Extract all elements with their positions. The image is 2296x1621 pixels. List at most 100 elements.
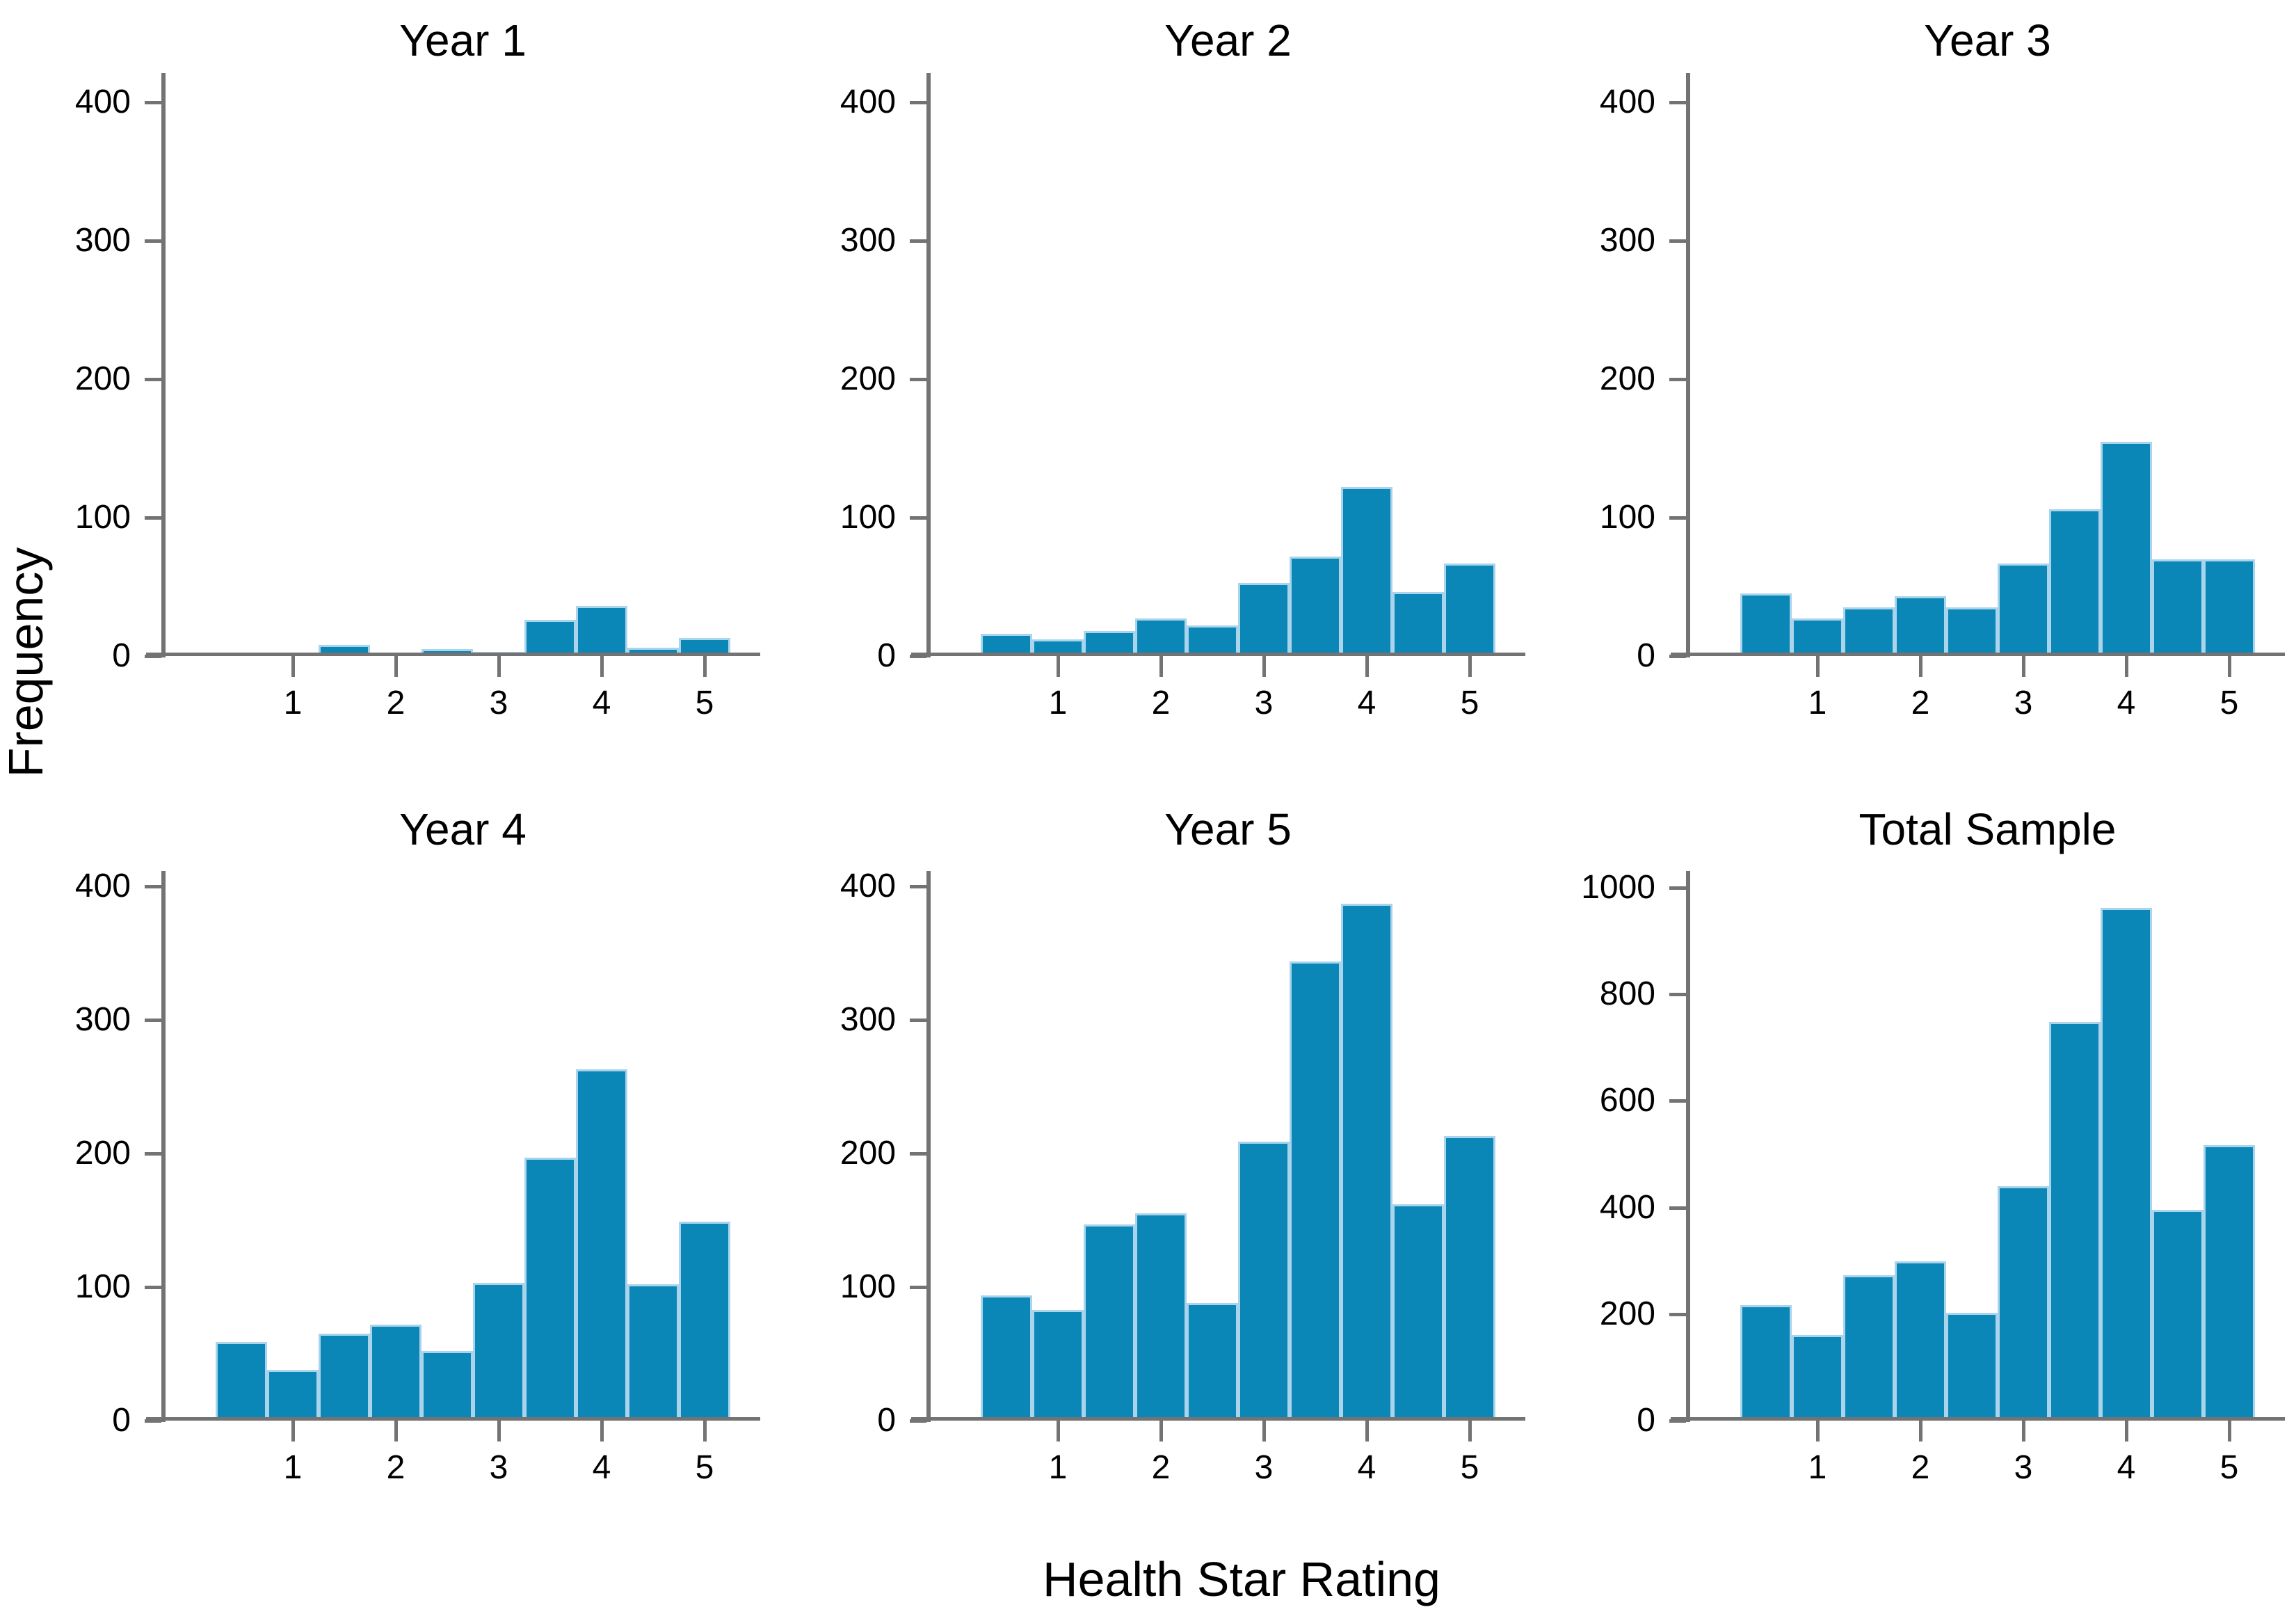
x-axis-line: [911, 1417, 1525, 1421]
histogram-bar: [1341, 487, 1392, 656]
x-tick-label: 3: [2014, 685, 2033, 721]
x-tick-label: 5: [2219, 1449, 2239, 1486]
histogram-bar: [1238, 583, 1290, 656]
y-tick: [145, 655, 161, 658]
x-tick-label: 4: [2117, 685, 2136, 721]
y-axis-label: Frequency: [0, 547, 53, 778]
y-tick: [910, 239, 926, 243]
histogram-bar: [216, 1342, 267, 1421]
histogram-bar: [1946, 607, 1998, 656]
histogram-bar: [1032, 1310, 1084, 1421]
histogram-bar: [1135, 618, 1187, 656]
subplot-title: Total Sample: [1859, 804, 2117, 854]
x-tick-label: 3: [2014, 1449, 2033, 1486]
y-axis-line: [1686, 871, 1690, 1422]
x-tick-label: 2: [1151, 685, 1171, 721]
y-tick: [145, 101, 161, 104]
histogram-bar: [1084, 631, 1135, 656]
y-tick: [145, 885, 161, 888]
histogram-bar: [1444, 564, 1495, 656]
y-tick-label: 200: [840, 1135, 896, 1172]
subplot-title: Year 5: [1164, 804, 1292, 854]
histogram-bar: [627, 1284, 679, 1421]
x-tick: [497, 656, 501, 677]
x-tick: [1919, 656, 1922, 677]
histogram-bar: [1084, 1224, 1135, 1421]
x-tick: [2022, 656, 2025, 677]
histogram-bar: [1946, 1313, 1998, 1421]
x-tick-label: 3: [1254, 1449, 1274, 1486]
plot-area: 0 100 200 300 400 1 2 3 4 5: [75, 73, 760, 721]
histogram-bar: [679, 1222, 730, 1421]
y-tick-label: 200: [74, 360, 131, 397]
x-tick: [1262, 656, 1266, 677]
subplot-year-1: Year 1 0 100 200 300 400 1 2 3 4 5: [75, 15, 760, 721]
x-tick: [1159, 1421, 1163, 1442]
y-axis-line: [1686, 73, 1690, 657]
plot-area: 0 100 200 300 400 1 2 3 4 5: [840, 73, 1525, 721]
x-tick: [1365, 656, 1369, 677]
x-tick: [291, 656, 295, 677]
x-tick-label: 1: [1808, 1449, 1827, 1486]
histogram-bar: [422, 1351, 473, 1421]
y-tick-label: 100: [74, 1268, 131, 1305]
subplot-year-2: Year 2 0 100 200 300 400 1 2 3 4 5: [840, 15, 1525, 721]
histogram-bar: [1392, 1204, 1444, 1421]
y-tick: [1669, 886, 1686, 890]
x-tick: [1468, 1421, 1472, 1442]
plot-area: 0 200 400 600 800 1000 1 2 3 4 5: [1581, 869, 2285, 1486]
plot-area: 0 100 200 300 400 1 2 3 4 5: [75, 868, 760, 1486]
y-tick: [1669, 239, 1686, 243]
histogram-bar: [1341, 904, 1392, 1421]
y-tick-label: 400: [1599, 1189, 1655, 1226]
y-tick-label: 100: [1599, 499, 1655, 536]
histogram-bar: [1895, 1261, 1946, 1421]
y-tick-label: 300: [74, 1001, 131, 1038]
histogram-bar: [2203, 1145, 2255, 1421]
y-tick-label: 600: [1599, 1082, 1655, 1119]
x-axis-line: [1671, 1417, 2285, 1421]
subplot-title: Year 3: [1924, 15, 2051, 65]
y-tick: [910, 101, 926, 104]
x-tick: [2228, 656, 2231, 677]
histogram-bar: [267, 1370, 319, 1421]
x-tick-label: 2: [1911, 1449, 1930, 1486]
subplot-year-5: Year 5 0 100 200 300 400 1 2 3 4 5: [840, 804, 1525, 1486]
x-tick: [394, 656, 398, 677]
y-axis-line: [161, 871, 166, 1422]
x-tick-label: 2: [1151, 1449, 1171, 1486]
y-tick: [910, 1286, 926, 1289]
histogram-bar: [1792, 1335, 1843, 1421]
y-tick-label: 300: [840, 222, 896, 259]
histogram-bar: [2152, 1210, 2203, 1421]
subplot-title: Year 1: [399, 15, 527, 65]
y-tick: [145, 1419, 161, 1423]
y-tick: [145, 1286, 161, 1289]
x-tick-label: 1: [283, 685, 303, 721]
x-tick-label: 4: [1357, 685, 1376, 721]
x-tick: [2228, 1421, 2231, 1442]
y-tick-label: 300: [1599, 222, 1655, 259]
y-tick: [145, 516, 161, 520]
y-tick: [910, 1152, 926, 1156]
x-tick-label: 2: [386, 685, 406, 721]
histogram-bar: [1740, 593, 1792, 656]
x-tick-label: 4: [2117, 1449, 2136, 1486]
histogram-bar: [1444, 1136, 1495, 1421]
x-tick-label: 3: [1254, 685, 1274, 721]
subplot-year-4: Year 4 0 100 200 300 400 1 2 3 4 5: [75, 804, 760, 1486]
x-tick: [1057, 1421, 1060, 1442]
y-tick: [1669, 1419, 1686, 1423]
plot-area: 0 100 200 300 400 1 2 3 4 5: [840, 868, 1525, 1486]
x-tick-label: 5: [695, 685, 714, 721]
x-tick: [291, 1421, 295, 1442]
x-tick: [1816, 656, 1820, 677]
histogram-bar: [2101, 442, 2152, 656]
histogram-bar: [576, 606, 627, 656]
histogram-bar: [1843, 1275, 1895, 1421]
histogram-bar: [473, 1283, 524, 1421]
histogram-bar: [1187, 625, 1238, 656]
x-tick: [703, 1421, 707, 1442]
y-tick-label: 0: [112, 637, 131, 674]
